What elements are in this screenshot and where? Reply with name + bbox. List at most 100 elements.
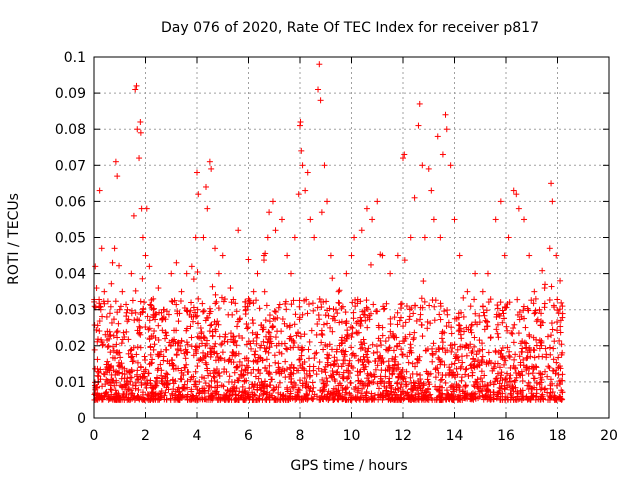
- data-point: [275, 304, 282, 311]
- data-point: [339, 303, 346, 310]
- data-point: [152, 382, 159, 389]
- data-point: [104, 369, 111, 376]
- data-point: [229, 349, 236, 356]
- data-point: [138, 364, 145, 371]
- data-point: [230, 339, 237, 346]
- data-point: [119, 336, 126, 343]
- data-point: [144, 395, 151, 402]
- data-point: [349, 394, 356, 401]
- data-point: [360, 336, 367, 343]
- data-point: [199, 340, 206, 347]
- data-point: [494, 302, 501, 309]
- data-point: [212, 369, 219, 376]
- data-point: [443, 323, 450, 330]
- data-point: [173, 301, 180, 308]
- data-point: [146, 263, 153, 270]
- data-point: [292, 393, 299, 400]
- data-point: [309, 396, 316, 403]
- data-point: [516, 309, 523, 316]
- data-point: [505, 396, 512, 403]
- data-point: [415, 380, 422, 387]
- data-point: [298, 394, 305, 401]
- data-point: [512, 365, 519, 372]
- data-point: [146, 335, 153, 342]
- data-point: [310, 363, 317, 370]
- x-tick-label: 12: [394, 428, 412, 444]
- data-point: [339, 373, 346, 380]
- data-point: [462, 383, 469, 390]
- data-point: [505, 234, 512, 241]
- data-point: [342, 396, 349, 403]
- data-point: [520, 303, 527, 310]
- data-point: [320, 321, 327, 328]
- data-point: [436, 346, 443, 353]
- data-point: [315, 365, 322, 372]
- data-point: [343, 389, 350, 396]
- data-point: [123, 378, 130, 385]
- data-point: [124, 375, 131, 382]
- data-point: [333, 369, 340, 376]
- data-point: [272, 308, 279, 315]
- data-point: [94, 336, 101, 343]
- data-point: [481, 312, 488, 319]
- data-point: [155, 285, 162, 292]
- data-point: [510, 187, 517, 194]
- data-point: [133, 82, 140, 89]
- data-point: [99, 342, 106, 349]
- data-point: [377, 373, 384, 380]
- data-point: [484, 319, 491, 326]
- data-point: [397, 384, 404, 391]
- data-point: [193, 396, 200, 403]
- data-point: [385, 358, 392, 365]
- data-point: [132, 287, 139, 294]
- data-point: [154, 375, 161, 382]
- data-point: [256, 384, 263, 391]
- data-point: [248, 345, 255, 352]
- data-point: [306, 367, 313, 374]
- data-point: [368, 390, 375, 397]
- data-point: [333, 388, 340, 395]
- data-point: [533, 379, 540, 386]
- data-point: [426, 302, 433, 309]
- data-point: [225, 358, 232, 365]
- data-point: [200, 333, 207, 340]
- data-point: [182, 364, 189, 371]
- data-point: [528, 390, 535, 397]
- data-point: [122, 382, 129, 389]
- data-point: [221, 357, 228, 364]
- data-point: [150, 314, 157, 321]
- data-point: [287, 371, 294, 378]
- data-point: [228, 378, 235, 385]
- data-point: [339, 334, 346, 341]
- data-point: [402, 335, 409, 342]
- data-point: [390, 333, 397, 340]
- data-point: [243, 355, 250, 362]
- data-point: [442, 372, 449, 379]
- data-point: [190, 352, 197, 359]
- data-point: [530, 393, 537, 400]
- data-point: [250, 366, 257, 373]
- data-point: [179, 392, 186, 399]
- data-point: [501, 386, 508, 393]
- data-point: [335, 392, 342, 399]
- data-point: [494, 330, 501, 337]
- data-point: [458, 309, 465, 316]
- data-point: [170, 366, 177, 373]
- data-point: [330, 385, 337, 392]
- data-point: [443, 126, 450, 133]
- data-point: [399, 388, 406, 395]
- data-point: [253, 340, 260, 347]
- data-point: [161, 396, 168, 403]
- data-point: [345, 368, 352, 375]
- data-point: [137, 331, 144, 338]
- data-point: [213, 298, 220, 305]
- data-point: [526, 347, 533, 354]
- data-point: [423, 388, 430, 395]
- data-point: [327, 362, 334, 369]
- data-point: [403, 381, 410, 388]
- x-tick-label: 14: [446, 428, 464, 444]
- data-point: [547, 376, 554, 383]
- data-point: [468, 349, 475, 356]
- data-point: [302, 187, 309, 194]
- data-point: [180, 393, 187, 400]
